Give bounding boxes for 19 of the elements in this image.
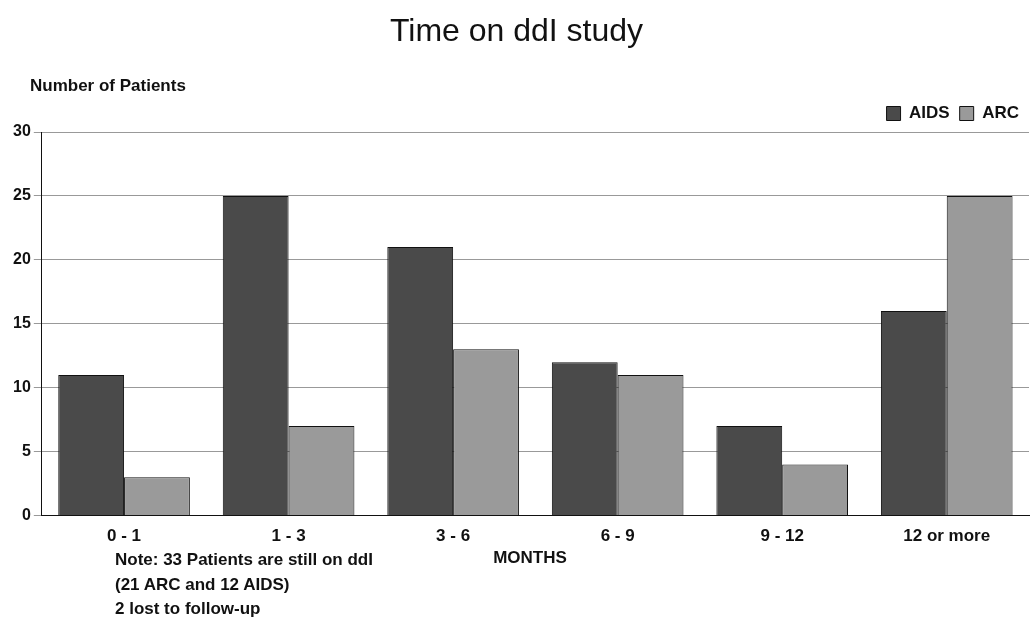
y-tick-label: 30 [13,122,31,140]
x-tick-label: 1 - 3 [271,526,306,546]
y-tick-label: 5 [21,442,31,460]
y-tick-label: 10 [13,378,31,396]
chart-title: Time on ddI study [388,12,645,49]
text: Note: 33 Patients are still on ddI (21 ARC and 12 AIDS) 2 lost to follow-up [115,549,373,620]
y-axis-title: Number of Patients [30,76,186,96]
x-tick-label: 3 - 6 [436,526,471,546]
x-axis-title: MONTHS [492,548,568,568]
x-tick-label: 9 - 12 [760,526,804,546]
x-tick-label: 12 or more [903,526,991,546]
y-tick-label: 0 [21,506,31,524]
legend-label: ARC [982,103,1020,123]
x-tick-label: 6 - 9 [600,526,635,546]
y-tick-label: 15 [13,314,31,332]
x-tick-label: 0 - 1 [107,526,142,546]
y-tick-label: 20 [13,250,31,268]
y-tick-label: 25 [13,186,31,204]
legend-label: AIDS [909,103,950,123]
